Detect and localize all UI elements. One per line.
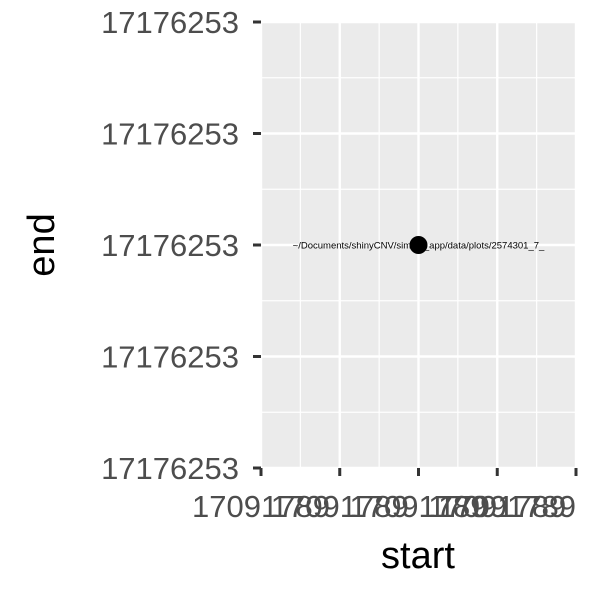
data-point bbox=[409, 236, 428, 254]
x-tick-label: 17091789 bbox=[428, 489, 566, 524]
x-tick-label: 17091789 bbox=[192, 489, 330, 524]
y-tick-label: 17176253 bbox=[101, 5, 239, 40]
y-tick-label: 17176253 bbox=[101, 228, 239, 263]
y-tick-label: 17176253 bbox=[101, 451, 239, 486]
y-tick-label: 17176253 bbox=[101, 340, 239, 375]
x-tick-label: 17091789 bbox=[438, 489, 576, 524]
data-points: ~/Documents/shinyCNV/simple_app/data/plo… bbox=[293, 236, 545, 254]
x-tick-label: 17091789 bbox=[271, 489, 409, 524]
y-axis: 17176253 17176253 17176253 17176253 17176253 bbox=[101, 5, 261, 486]
x-tick-label: 17091789 bbox=[350, 489, 488, 524]
y-tick-label: 17176253 bbox=[101, 117, 239, 152]
x-axis-title: start bbox=[381, 535, 455, 577]
y-axis-title: end bbox=[21, 213, 63, 276]
